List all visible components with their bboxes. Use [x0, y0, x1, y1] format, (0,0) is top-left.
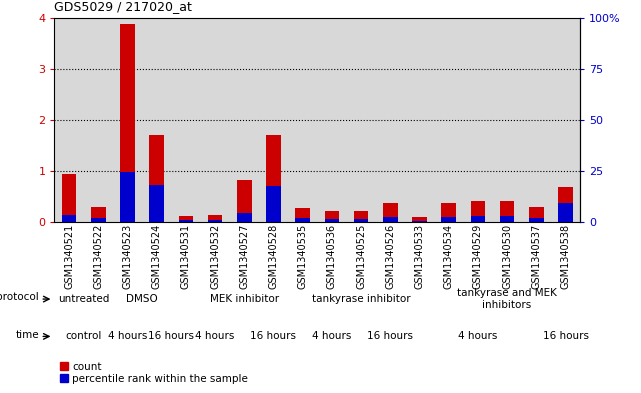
Bar — [442, 203, 456, 222]
Bar — [179, 220, 193, 222]
Bar — [500, 200, 515, 222]
Bar — [558, 203, 573, 222]
Bar — [142, 18, 171, 222]
Bar — [551, 18, 580, 222]
Bar — [62, 173, 76, 222]
Bar — [259, 18, 288, 222]
Legend: count, percentile rank within the sample: count, percentile rank within the sample — [60, 362, 248, 384]
Bar — [149, 135, 164, 222]
Text: 4 hours: 4 hours — [196, 331, 235, 342]
Bar — [179, 216, 193, 222]
Bar — [121, 173, 135, 222]
Bar — [354, 219, 369, 222]
Bar — [113, 18, 142, 222]
Text: DMSO: DMSO — [126, 294, 158, 304]
Text: 16 hours: 16 hours — [251, 331, 297, 342]
Bar — [529, 218, 544, 222]
Bar — [324, 219, 339, 222]
Bar — [354, 211, 369, 222]
Text: GDS5029 / 217020_at: GDS5029 / 217020_at — [54, 0, 192, 13]
Bar — [522, 18, 551, 222]
Text: 4 hours: 4 hours — [108, 331, 147, 342]
Bar — [296, 219, 310, 222]
Text: tankyrase and MEK
inhibitors: tankyrase and MEK inhibitors — [457, 288, 557, 310]
Bar — [266, 186, 281, 222]
Text: time: time — [15, 330, 39, 340]
Bar — [62, 215, 76, 222]
Bar — [529, 207, 544, 222]
Bar — [442, 217, 456, 222]
Bar — [84, 18, 113, 222]
Text: 4 hours: 4 hours — [312, 331, 351, 342]
Bar — [237, 213, 252, 222]
Bar — [317, 18, 347, 222]
Bar — [171, 18, 201, 222]
Bar — [383, 203, 397, 222]
Text: 16 hours: 16 hours — [542, 331, 588, 342]
Bar — [470, 200, 485, 222]
Bar — [463, 18, 492, 222]
Bar — [412, 217, 427, 222]
Bar — [405, 18, 434, 222]
Text: protocol: protocol — [0, 292, 39, 302]
Bar — [558, 187, 573, 222]
Bar — [500, 217, 515, 222]
Bar — [208, 215, 222, 222]
Bar — [492, 18, 522, 222]
Bar — [347, 18, 376, 222]
Bar — [91, 207, 106, 222]
Bar — [229, 18, 259, 222]
Bar — [376, 18, 405, 222]
Bar — [288, 18, 317, 222]
Text: untreated: untreated — [58, 294, 110, 304]
Text: 16 hours: 16 hours — [367, 331, 413, 342]
Bar — [121, 24, 135, 222]
Bar — [296, 208, 310, 222]
Text: MEK inhibitor: MEK inhibitor — [210, 294, 279, 304]
Text: tankyrase inhibitor: tankyrase inhibitor — [312, 294, 410, 304]
Bar — [383, 217, 397, 222]
Bar — [208, 220, 222, 222]
Bar — [237, 180, 252, 222]
Bar — [434, 18, 463, 222]
Bar — [91, 218, 106, 222]
Bar — [54, 18, 84, 222]
Bar — [470, 217, 485, 222]
Text: 16 hours: 16 hours — [148, 331, 194, 342]
Bar — [201, 18, 229, 222]
Bar — [266, 135, 281, 222]
Bar — [324, 211, 339, 222]
Text: 4 hours: 4 hours — [458, 331, 497, 342]
Bar — [149, 185, 164, 222]
Text: control: control — [65, 331, 102, 342]
Bar — [412, 220, 427, 222]
